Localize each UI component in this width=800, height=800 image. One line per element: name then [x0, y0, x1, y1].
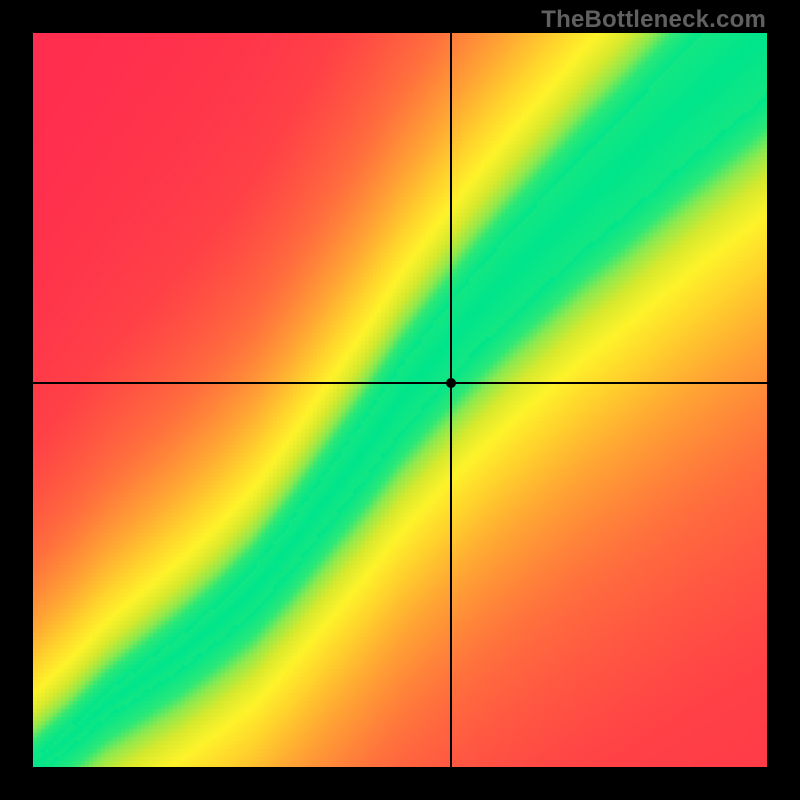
crosshair-vertical — [450, 33, 452, 767]
watermark-label: TheBottleneck.com — [541, 6, 766, 34]
crosshair-marker — [446, 378, 456, 388]
crosshair-horizontal — [33, 382, 767, 384]
plot-area — [33, 33, 767, 767]
chart-outer: TheBottleneck.com — [0, 0, 800, 800]
heatmap-canvas — [33, 33, 767, 767]
